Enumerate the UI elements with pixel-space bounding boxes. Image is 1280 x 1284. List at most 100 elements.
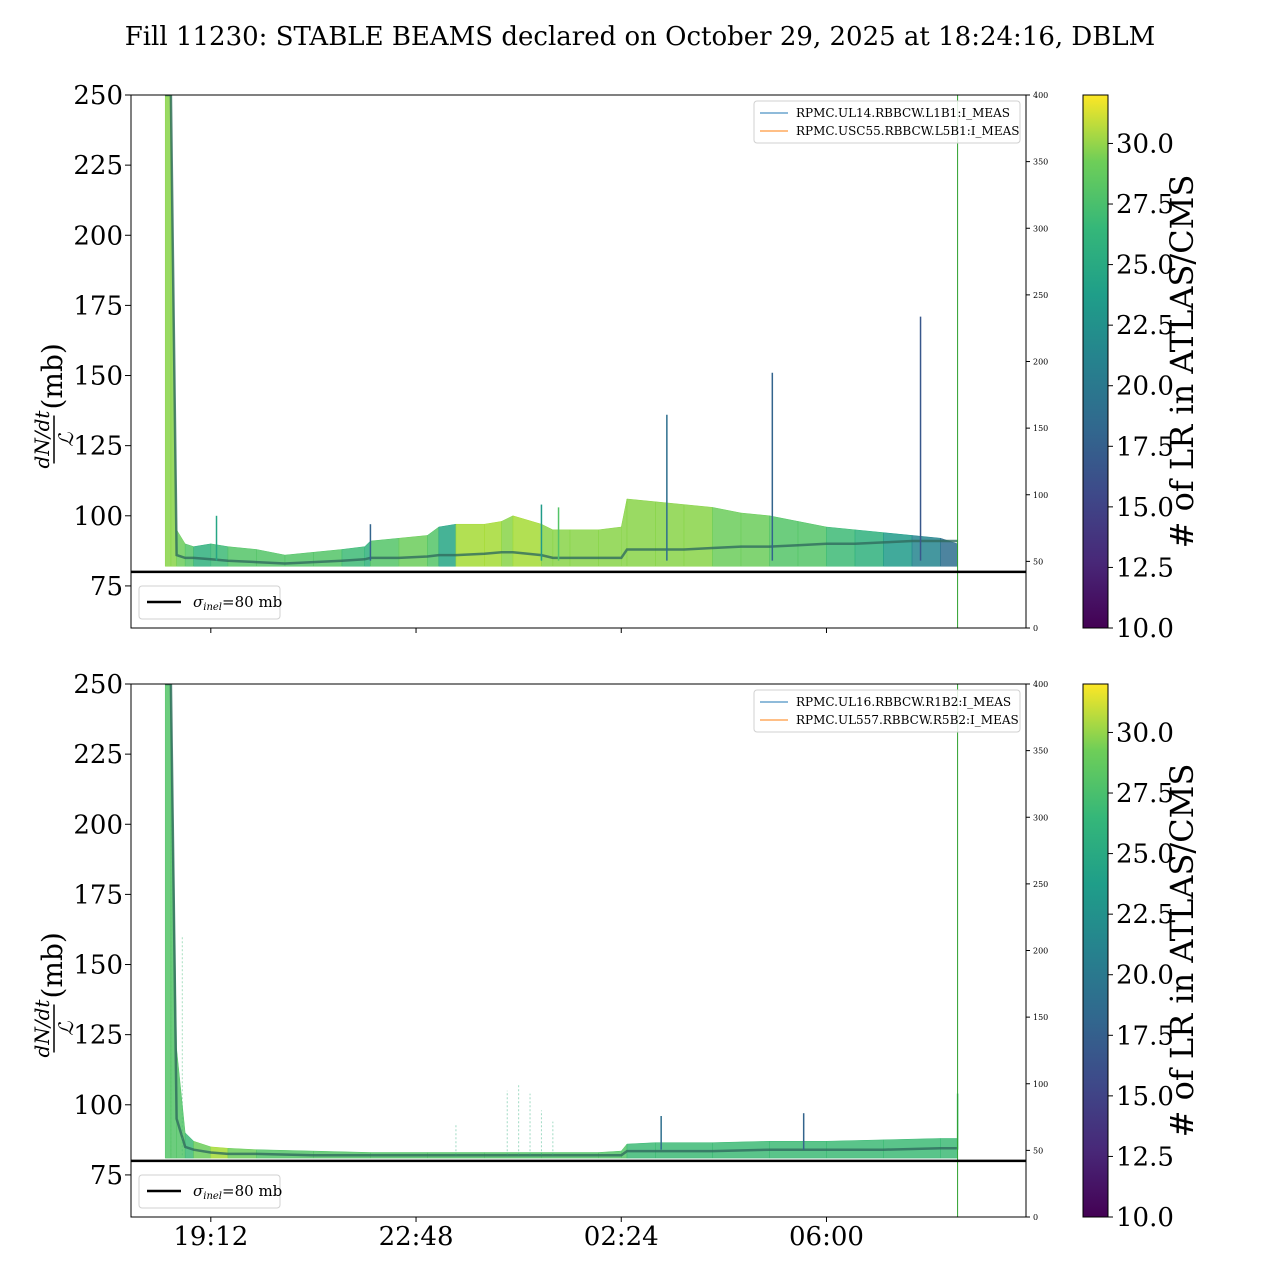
top-colorbar-tick-label: 15.0 [1116, 493, 1174, 523]
top-plot-area [164, 95, 958, 567]
chart-layer: 75 100 125 150 175 200 225 250 0 50 100 150 200 250 30… [30, 81, 1201, 1252]
top-legend-box [753, 100, 1021, 144]
top-y2-tick-label: 250 [1033, 291, 1048, 300]
bottom-y-axis-label: dN/dt ℒ (mb) [30, 932, 78, 1057]
bottom-y2-tick-label: 250 [1033, 880, 1048, 889]
top-colorbar-tick-label: 20.0 [1116, 372, 1174, 402]
bottom-band-segment [164, 684, 172, 1159]
top-y-tick-label: 175 [73, 291, 123, 321]
bottom-y2-tick-label: 50 [1033, 1146, 1043, 1155]
top-band-segment [940, 537, 958, 567]
bottom-y2-tick-label: 400 [1033, 680, 1048, 689]
bottom-y2-tick-label: 0 [1033, 1213, 1038, 1222]
top-y-label-numerator: dN/dt [30, 410, 54, 469]
bottom-y2-tick-label: 100 [1033, 1080, 1048, 1089]
bottom-colorbar-tick-label: 27.5 [1116, 779, 1174, 809]
bottom-colorbar-tick-label: 17.5 [1116, 1021, 1174, 1051]
top-y-label-unit: (mb) [36, 343, 69, 409]
top-band-segment [740, 512, 770, 567]
top-y2-tick-label: 100 [1033, 491, 1048, 500]
top-y-tick-label: 200 [73, 221, 123, 251]
top-legend-entry: RPMC.USC55.RBBCW.L5B1:I_MEAS [796, 124, 1019, 138]
top-colorbar-tick-label: 25.0 [1116, 251, 1174, 281]
top-band-segment [683, 504, 713, 567]
top-median-trace [165, 95, 958, 565]
top-y2-tick-label: 400 [1033, 91, 1048, 100]
bottom-y2-tick-label: 150 [1033, 1013, 1048, 1022]
bottom-y-tick-label: 100 [73, 1091, 123, 1121]
top-band-segment [598, 526, 622, 567]
bottom-axes-frame [130, 683, 1027, 1218]
bottom-colorbar-label: # of LR in ATLAS/CMS [1163, 764, 1201, 1138]
top-reference-legend-box [138, 585, 281, 620]
top-y-tick-label: 250 [73, 81, 123, 111]
top-colorbar-tick-label: 30.0 [1116, 129, 1174, 159]
top-y-label-denominator: ℒ [54, 432, 78, 447]
top-legend-entry: RPMC.UL14.RBBCW.L1B1:I_MEAS [796, 106, 1010, 120]
bottom-median-trace [165, 684, 958, 1157]
top-y2-tick-label: 50 [1033, 557, 1043, 566]
bottom-y-label-denominator: ℒ [54, 1021, 78, 1036]
top-band-segment [655, 501, 685, 567]
bottom-colorbar-tick-label: 10.0 [1116, 1203, 1174, 1233]
top-band-segment [769, 515, 799, 567]
top-band-segment [826, 526, 856, 567]
top-band-segment [712, 507, 742, 567]
bottom-y-tick-label: 125 [73, 1021, 123, 1051]
bottom-legend-box [753, 689, 1021, 733]
top-band-segment [512, 515, 542, 567]
top-band-segment [541, 523, 554, 567]
top-y2-tick-label: 300 [1033, 224, 1048, 233]
figure-title: Fill 11230: STABLE BEAMS declared on Oct… [125, 22, 1156, 52]
top-y2-tick-label: 200 [1033, 358, 1048, 367]
top-reference-legend-label: σinel=80 mb [193, 593, 282, 613]
top-y-tick-label: 100 [73, 502, 123, 532]
top-band-segment [341, 546, 365, 567]
bottom-y-tick-label: 225 [73, 740, 123, 770]
top-band-segment [455, 523, 485, 567]
bottom-plot-area [164, 684, 959, 1159]
bottom-y-tick-label: 175 [73, 880, 123, 910]
top-y2-tick-label: 350 [1033, 158, 1048, 167]
top-band-segment [427, 526, 440, 567]
bottom-colorbar [1082, 683, 1109, 1218]
bottom-colorbar-tick-label: 25.0 [1116, 840, 1174, 870]
top-band-segment [438, 523, 457, 567]
top-band-segment [227, 546, 257, 567]
bottom-colorbar-tick-label: 22.5 [1116, 900, 1174, 930]
bottom-x-tick-label: 02:24 [584, 1222, 659, 1252]
bottom-colorbar-tick-label: 20.0 [1116, 961, 1174, 991]
bottom-y-tick-label: 200 [73, 810, 123, 840]
top-colorbar-tick-label: 27.5 [1116, 190, 1174, 220]
top-y2-tick-label: 0 [1033, 624, 1038, 633]
top-colorbar-tick-label: 17.5 [1116, 432, 1174, 462]
top-band-segment [398, 535, 428, 567]
top-colorbar-label: # of LR in ATLAS/CMS [1163, 175, 1201, 549]
top-band-segment [370, 537, 400, 567]
top-y-tick-label: 125 [73, 432, 123, 462]
bottom-y-tick-label: 250 [73, 670, 123, 700]
top-band-segment [364, 540, 371, 567]
bottom-y2-tick-label: 300 [1033, 813, 1048, 822]
top-band-segment [313, 549, 343, 567]
top-colorbar [1082, 94, 1109, 629]
top-band-segment [210, 543, 229, 567]
top-band-segment [484, 521, 502, 567]
bottom-legend-entry: RPMC.UL16.RBBCW.R1B2:I_MEAS [796, 695, 1011, 709]
top-y-tick-label: 150 [73, 362, 123, 392]
top-colorbar-tick-label: 22.5 [1116, 311, 1174, 341]
top-colorbar-tick-label: 10.0 [1116, 614, 1174, 644]
top-band-segment [193, 543, 212, 567]
top-band-segment [626, 498, 656, 567]
top-band-segment [883, 532, 913, 567]
top-colorbar-tick-label: 12.5 [1116, 553, 1174, 583]
top-band-segment [176, 528, 186, 567]
bottom-y2-tick-label: 350 [1033, 747, 1048, 756]
bottom-x-tick-label: 22:48 [379, 1222, 454, 1252]
bottom-y-label-unit: (mb) [36, 932, 69, 998]
top-band-segment [501, 515, 514, 567]
top-y-tick-label: 75 [90, 572, 123, 602]
bottom-x-tick-label: 19:12 [173, 1222, 248, 1252]
top-band-segment [552, 529, 571, 567]
